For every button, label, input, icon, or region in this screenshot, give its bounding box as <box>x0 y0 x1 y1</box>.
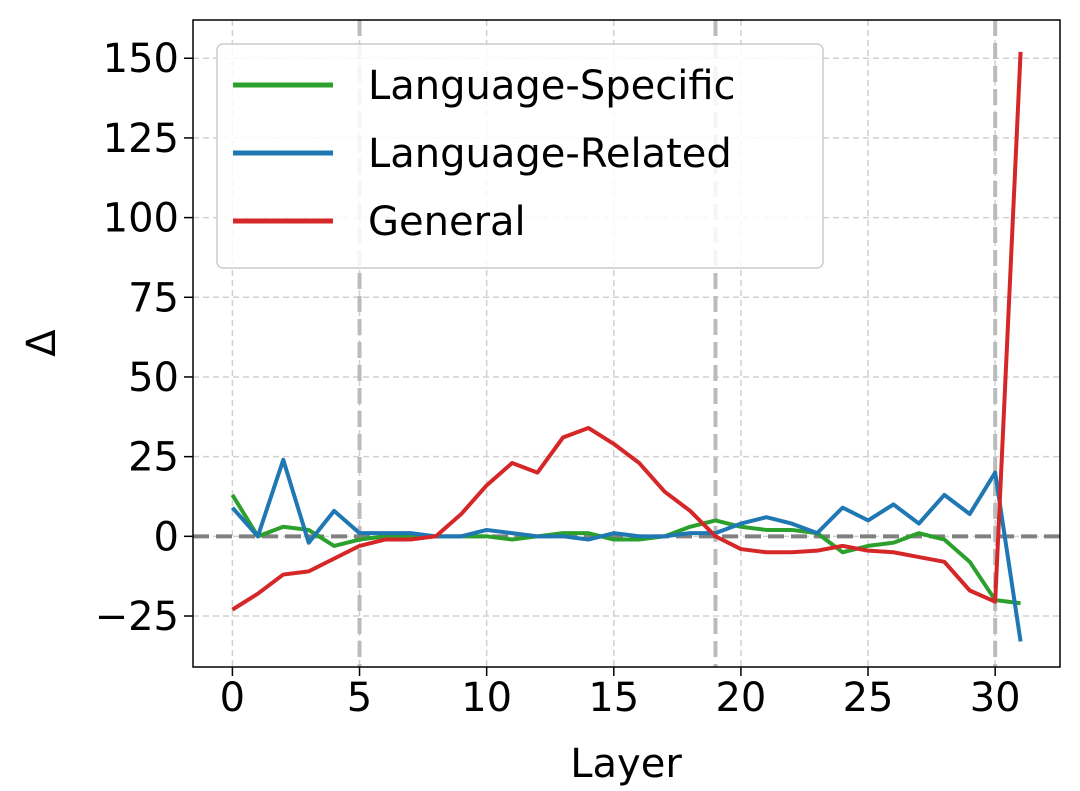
y-tick-label: 150 <box>103 36 179 82</box>
y-tick-label: 100 <box>103 196 179 242</box>
y-axis-label: Δ <box>19 329 65 357</box>
y-tick-label: 50 <box>128 355 179 401</box>
y-tick-label: 25 <box>128 435 179 481</box>
y-tick-label: −25 <box>95 594 179 640</box>
legend-label: Language-Specific <box>368 63 736 109</box>
x-axis-label: Layer <box>570 741 682 787</box>
x-tick-label: 10 <box>461 675 512 721</box>
data-line <box>231 51 1023 612</box>
legend-box <box>216 43 824 269</box>
x-tick-label: 25 <box>843 675 894 721</box>
x-tick-label: 30 <box>970 675 1021 721</box>
data-line <box>230 493 1021 606</box>
x-tick-label: 20 <box>715 675 766 721</box>
y-tick-label: 0 <box>154 514 179 560</box>
plot-frame <box>192 19 1061 668</box>
y-tick-label: 75 <box>128 275 179 321</box>
y-tick-label: 125 <box>103 116 179 162</box>
x-tick-label: 5 <box>347 675 372 721</box>
x-tick-label: 15 <box>588 675 639 721</box>
data-line <box>230 457 1023 642</box>
x-tick-label: 0 <box>220 675 245 721</box>
legend-label: General <box>368 199 526 245</box>
legend-label: Language-Related <box>368 131 732 177</box>
